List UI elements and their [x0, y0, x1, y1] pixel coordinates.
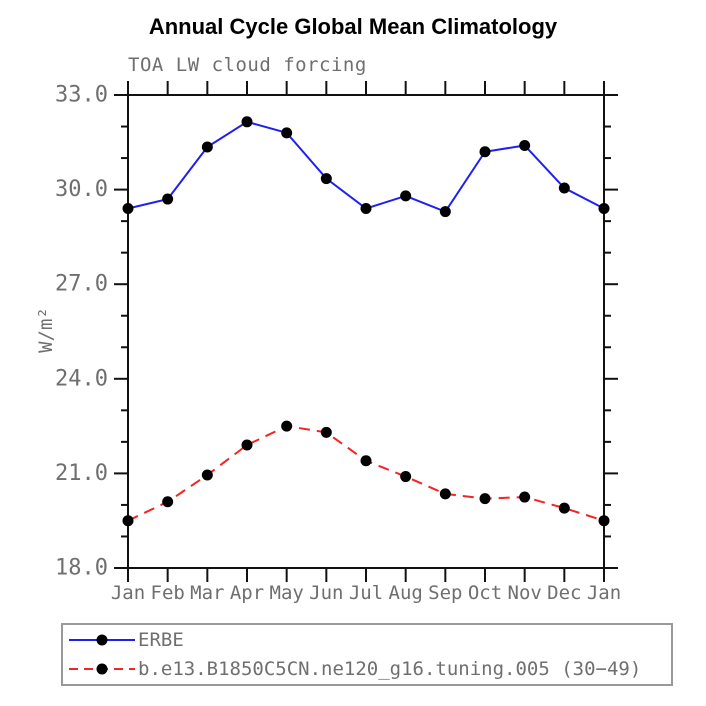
- chart-subtitle: TOA LW cloud forcing: [128, 54, 367, 76]
- y-tick-label: 30.0: [55, 177, 108, 202]
- data-point-marker: [558, 182, 570, 194]
- x-tick-label: Mar: [190, 582, 224, 604]
- legend-item-model: b.e13.B1850C5CN.ne120_g16.tuning.005 (30…: [63, 655, 671, 683]
- data-point-marker: [320, 173, 332, 185]
- legend-box: ERBE b.e13.B1850C5CN.ne120_g16.tuning.00…: [61, 623, 673, 686]
- data-point-marker: [122, 515, 134, 527]
- data-point-marker: [122, 203, 134, 215]
- series-line: [127, 120, 605, 213]
- legend-line-sample-model: [69, 663, 135, 675]
- legend-sample-marker: [96, 663, 108, 675]
- y-tick-label: 24.0: [55, 366, 108, 391]
- legend-line-sample-erbe: [69, 634, 135, 646]
- data-point-marker: [439, 488, 451, 500]
- x-tick-label: Aug: [389, 582, 423, 604]
- data-point-marker: [400, 190, 412, 202]
- data-point-marker: [360, 203, 372, 215]
- x-tick-label: Nov: [508, 582, 542, 604]
- data-point-marker: [598, 515, 610, 527]
- y-axis-label: W/m²: [35, 307, 57, 353]
- x-tick-label: Jun: [309, 582, 343, 604]
- x-tick-label: Feb: [151, 582, 185, 604]
- data-point-marker: [162, 496, 174, 508]
- data-point-marker: [479, 146, 491, 158]
- x-tick-label: Sep: [428, 582, 462, 604]
- data-point-marker: [519, 491, 531, 503]
- legend-sample-marker: [96, 634, 108, 646]
- data-point-marker: [519, 139, 531, 151]
- data-point-marker: [241, 116, 253, 128]
- x-tick-label: Dec: [547, 582, 581, 604]
- legend-label-erbe: ERBE: [138, 629, 184, 651]
- series-line: [127, 425, 605, 522]
- data-point-marker: [598, 203, 610, 215]
- x-tick-label: May: [270, 582, 304, 604]
- x-tick-label: Jan: [587, 582, 621, 604]
- data-point-marker: [400, 471, 412, 483]
- data-point-marker: [281, 127, 293, 139]
- x-tick-label: Jan: [111, 582, 145, 604]
- y-tick-label: 21.0: [55, 461, 108, 486]
- data-point-marker: [201, 141, 213, 153]
- x-tick-label: Oct: [468, 582, 502, 604]
- data-point-marker: [320, 426, 332, 438]
- x-tick-label: Jul: [349, 582, 383, 604]
- chart-title: Annual Cycle Global Mean Climatology: [148, 14, 558, 39]
- data-point-marker: [241, 439, 253, 451]
- data-point-marker: [281, 420, 293, 432]
- y-tick-label: 27.0: [55, 272, 108, 297]
- y-tick-label: 18.0: [55, 556, 108, 581]
- legend-item-erbe: ERBE: [63, 626, 671, 654]
- y-tick-label: 33.0: [55, 83, 108, 108]
- data-point-marker: [558, 502, 570, 514]
- plot-frame: [127, 94, 605, 569]
- data-point-marker: [439, 206, 451, 218]
- data-point-marker: [360, 455, 372, 467]
- data-point-marker: [479, 493, 491, 505]
- x-tick-label: Apr: [230, 582, 264, 604]
- data-point-marker: [162, 193, 174, 205]
- data-point-marker: [201, 469, 213, 481]
- legend-label-model: b.e13.B1850C5CN.ne120_g16.tuning.005 (30…: [138, 658, 642, 680]
